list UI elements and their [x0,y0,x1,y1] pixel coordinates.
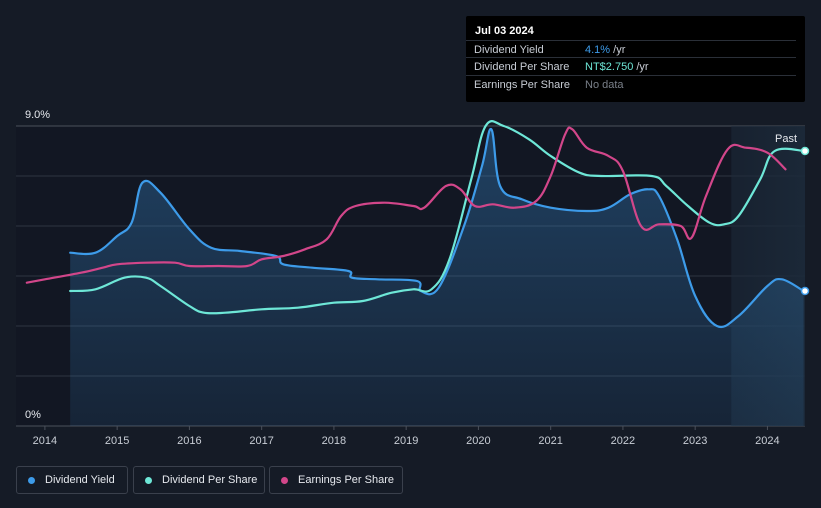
legend-dot-icon [28,476,35,484]
tooltip-value: NT$2.750 /yr [585,61,649,73]
tooltip-value-number: No data [585,79,624,91]
earnings-per-share-line [25,126,787,284]
legend-label: Dividend Per Share [162,474,258,486]
legend-dividend-yield[interactable]: Dividend Yield [16,466,128,494]
past-label: Past [775,133,797,145]
y-axis-bottom-label: 0% [25,409,41,421]
tooltip-date: Jul 03 2024 [475,25,534,37]
series-lines [25,120,807,426]
x-tick-label: 2023 [683,435,707,447]
legend-dot-icon [281,476,288,484]
x-tick-label: 2017 [249,435,273,447]
x-tick-label: 2022 [611,435,635,447]
x-tick-label: 2020 [466,435,490,447]
end-markers [800,146,810,296]
legend-label: Dividend Yield [45,474,115,486]
legend-dividend-per-share[interactable]: Dividend Per Share [133,466,265,494]
x-tick-label: 2014 [33,435,57,447]
dividend-yield-line [69,128,805,329]
tooltip-value: 4.1% /yr [585,44,625,56]
tooltip-row-dividend-per-share: Dividend Per Share NT$2.750 /yr [466,57,796,75]
tooltip-value-number: NT$2.750 [585,61,634,73]
tooltip-label: Dividend Yield [474,44,544,56]
x-tick-label: 2021 [538,435,562,447]
dividend-per-share-end-marker [800,146,810,156]
dividend-yield-area [70,128,804,426]
x-axis: 2014 2015 2016 2017 2018 2019 2020 2021 2022 2023… [33,426,780,447]
tooltip-label: Earnings Per Share [474,79,570,91]
legend-earnings-per-share[interactable]: Earnings Per Share [269,466,403,494]
tooltip-value-unit: /yr [610,44,626,56]
legend-dot-icon [145,476,152,484]
x-tick-label: 2024 [755,435,779,447]
dividend-yield-end-marker [800,286,810,296]
x-tick-label: 2015 [105,435,129,447]
hover-tooltip: Jul 03 2024 Dividend Yield 4.1% /yr Divi… [466,16,805,102]
tooltip-value-number: 4.1% [585,44,611,56]
y-axis-top-label: 9.0% [25,109,50,121]
tooltip-value-unit: /yr [633,61,649,73]
x-tick-label: 2018 [322,435,346,447]
tooltip-row-earnings-per-share: Earnings Per Share No data [466,75,796,93]
dividend-per-share-line [69,120,807,315]
tooltip-label: Dividend Per Share [474,61,570,73]
tooltip-row-dividend-yield: Dividend Yield 4.1% /yr [466,40,796,58]
legend-label: Earnings Per Share [298,474,394,486]
x-tick-label: 2019 [394,435,418,447]
tooltip-value: No data [585,79,624,91]
x-tick-label: 2016 [177,435,201,447]
